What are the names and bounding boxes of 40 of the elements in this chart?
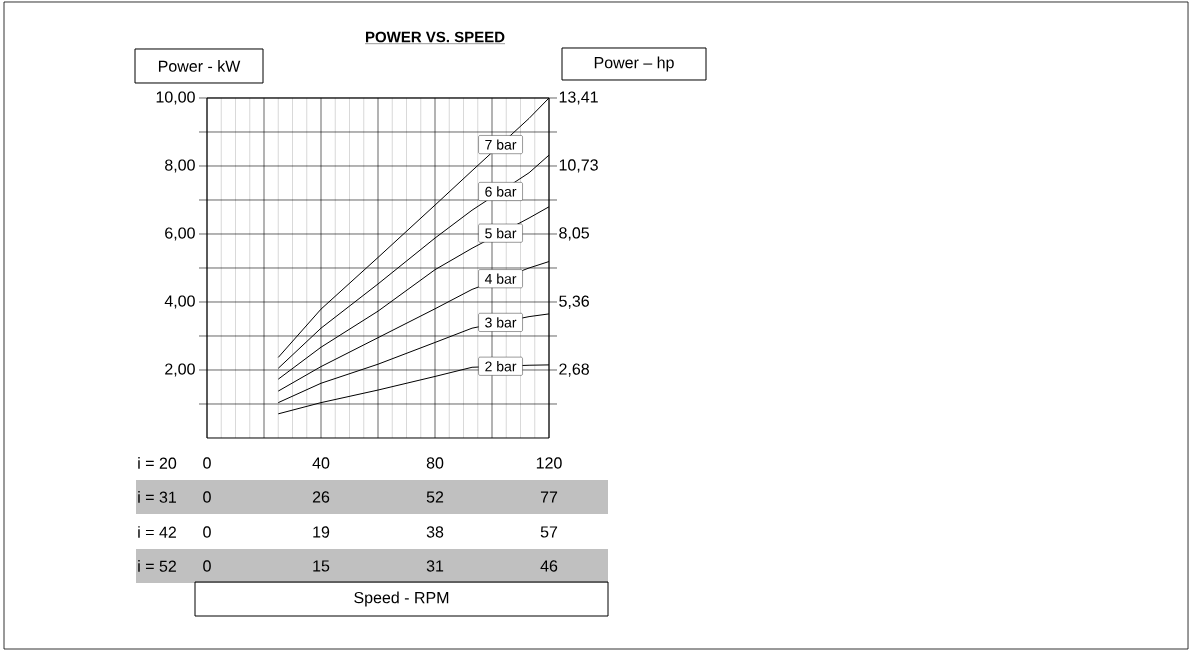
x-tick-label: 120 <box>536 457 562 469</box>
text: 38 <box>426 526 444 538</box>
y2-tick-label: 2,68 <box>559 363 589 377</box>
text: 46 <box>540 560 558 572</box>
y-tick-label: 4,00 <box>164 295 195 309</box>
y-tick-label: 10,00 <box>156 91 195 105</box>
x-tick-label: 80 <box>426 457 444 469</box>
legend-label: 4 bar <box>484 273 517 284</box>
y-tick-label: 2,00 <box>165 363 195 377</box>
y2-tick-label: 13,41 <box>559 91 598 105</box>
x2-tick-label: 52 <box>426 491 444 503</box>
text: Speed - RPM <box>354 591 449 607</box>
text: 0 <box>203 560 211 572</box>
y-tick-label: 8,00 <box>165 159 195 173</box>
x-tick-label: 0 <box>203 457 211 469</box>
legend-label: 6 bar <box>485 186 517 197</box>
text: 31 <box>426 560 444 572</box>
x2-tick-label: 77 <box>540 491 558 503</box>
x2-tick-label: 0 <box>203 491 211 503</box>
text: i = 20 <box>138 457 177 469</box>
y2-tick-label: 5,36 <box>559 295 589 309</box>
x-tick-label: 40 <box>312 457 330 469</box>
y2-axis-title: Power – hp <box>594 56 674 72</box>
text: i = 31 <box>138 491 176 503</box>
y-axis-title: Power - kW <box>158 60 241 72</box>
chart-title: POWER VS. SPEED <box>365 31 505 43</box>
text: 15 <box>313 560 330 572</box>
text: 19 <box>313 526 330 538</box>
text: i = 52 <box>138 560 176 572</box>
x2-tick-label: 26 <box>312 491 330 503</box>
legend-label: 3 bar <box>485 317 517 328</box>
y-tick-label: 6,00 <box>165 227 195 241</box>
legend-label: 2 bar <box>485 361 517 372</box>
legend-label: 5 bar <box>485 228 517 239</box>
text: 0 <box>203 526 211 538</box>
y2-tick-label: 10,73 <box>559 159 598 173</box>
text: i = 42 <box>138 526 176 538</box>
y2-tick-label: 8,05 <box>559 227 589 241</box>
text: 57 <box>540 526 558 538</box>
legend-label: 7 bar <box>485 139 517 150</box>
